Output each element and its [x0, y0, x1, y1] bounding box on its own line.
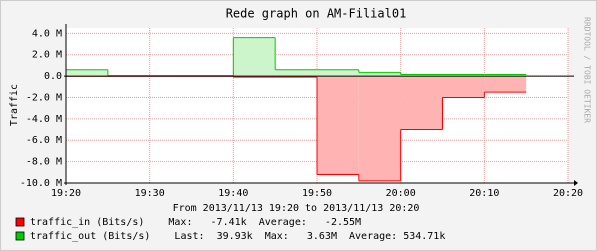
area-step [484, 74, 527, 77]
x-tick-label: 19:40 [218, 188, 248, 199]
x-tick-label: 20:20 [553, 188, 583, 199]
area-step [442, 76, 485, 98]
chart-title: Rede graph on AM-Filial01 [226, 7, 407, 21]
legend-label: traffic_in (Bits/s) [30, 217, 144, 228]
area-step [233, 37, 276, 77]
area-step [275, 69, 317, 77]
legend-stats: Max: -7.41k Average: -2.55M [168, 217, 361, 228]
y-tick-label: -8.0 M [26, 157, 62, 168]
legend-swatch [15, 231, 25, 241]
legend-swatch [15, 217, 25, 227]
area-step [484, 76, 527, 93]
area-step [275, 76, 317, 78]
legend-stats: Last: 39.93k Max: 3.63M Average: 534.71k [174, 231, 445, 242]
area-step [400, 76, 443, 130]
x-axis-arrow [574, 180, 578, 186]
y-tick-label: -6.0 M [26, 135, 62, 146]
marks [66, 37, 527, 182]
area-step [358, 72, 401, 77]
area-step [400, 74, 443, 77]
area-step [233, 76, 276, 78]
axes: 4.0 M 2.0 M 0.0 -2.0 M -4.0 M -6.0 M -8.0 M -10… [20, 24, 583, 199]
y-tick-label: 2.0 M [32, 50, 62, 61]
area-step [66, 69, 108, 77]
area-step [442, 74, 485, 77]
x-tick-label: 19:50 [302, 188, 332, 199]
x-tick-label: 20:10 [469, 188, 499, 199]
y-tick-label: -10.0 M [20, 178, 62, 189]
footer: From 2013/11/13 19:20 to 2013/11/13 20:2… [173, 203, 420, 214]
y-tick-label: 0.0 [44, 71, 62, 82]
y-tick-label: 4.0 M [32, 28, 62, 39]
watermark: RRDTOOL / TOBI OETIKER [583, 17, 592, 123]
area-step [358, 76, 401, 181]
area-step [317, 76, 359, 175]
legend-label: traffic_out (Bits/s) [30, 231, 150, 242]
y-tick-label: -2.0 M [26, 92, 62, 103]
x-tick-label: 19:20 [51, 188, 81, 199]
x-tick-label: 20:00 [386, 188, 416, 199]
area-step [317, 69, 359, 77]
x-tick-label: 19:30 [135, 188, 165, 199]
y-axis-label: Traffic [9, 84, 20, 126]
y-tick-label: -4.0 M [26, 114, 62, 125]
